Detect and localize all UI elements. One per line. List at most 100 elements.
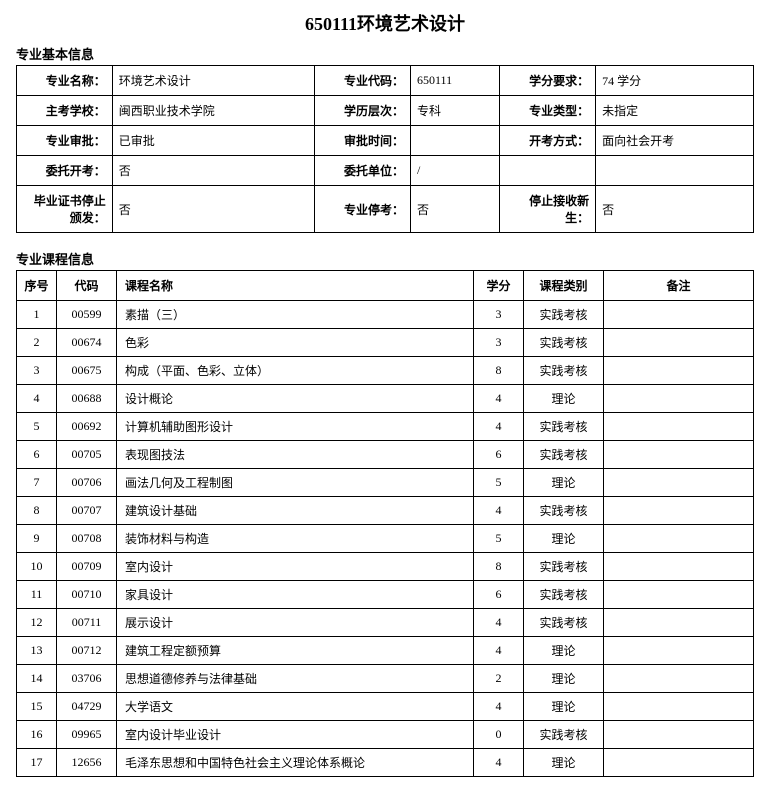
course-idx: 9 [17,525,57,553]
course-type: 实践考核 [524,497,604,525]
course-code: 00711 [57,609,117,637]
course-idx: 16 [17,721,57,749]
course-type: 理论 [524,665,604,693]
info-value [596,156,754,186]
info-value: 否 [112,186,314,233]
course-idx: 10 [17,553,57,581]
course-idx: 5 [17,413,57,441]
course-note [604,581,754,609]
course-type: 实践考核 [524,721,604,749]
course-note [604,693,754,721]
course-row: 1712656毛泽东思想和中国特色社会主义理论体系概论4理论 [17,749,754,777]
info-row: 委托开考：否委托单位：/ [17,156,754,186]
course-header-row: 序号代码课程名称学分课程类别备注 [17,271,754,301]
course-name: 展示设计 [117,609,474,637]
course-note [604,441,754,469]
course-note [604,301,754,329]
course-row: 1300712建筑工程定额预算4理论 [17,637,754,665]
course-code: 12656 [57,749,117,777]
course-type: 实践考核 [524,357,604,385]
course-idx: 7 [17,469,57,497]
course-idx: 8 [17,497,57,525]
course-credit: 6 [474,581,524,609]
course-idx: 12 [17,609,57,637]
course-note [604,721,754,749]
info-label: 专业代码： [315,66,411,96]
course-note [604,553,754,581]
course-type: 实践考核 [524,329,604,357]
course-idx: 3 [17,357,57,385]
course-row: 100599素描（三）3实践考核 [17,301,754,329]
page-title: 650111环境艺术设计 [16,10,754,36]
course-note [604,637,754,665]
course-idx: 13 [17,637,57,665]
course-note [604,609,754,637]
course-name: 素描（三） [117,301,474,329]
course-name: 室内设计毕业设计 [117,721,474,749]
course-code: 03706 [57,665,117,693]
course-note [604,665,754,693]
course-header: 学分 [474,271,524,301]
course-type: 理论 [524,525,604,553]
course-name: 思想道德修养与法律基础 [117,665,474,693]
course-row: 1000709室内设计8实践考核 [17,553,754,581]
course-name: 表现图技法 [117,441,474,469]
info-row: 毕业证书停止颁发：否专业停考：否停止接收新生：否 [17,186,754,233]
course-credit: 4 [474,749,524,777]
course-type: 实践考核 [524,301,604,329]
info-value: 650111 [411,66,500,96]
course-code: 00675 [57,357,117,385]
course-code: 00707 [57,497,117,525]
course-name: 装饰材料与构造 [117,525,474,553]
course-row: 800707建筑设计基础4实践考核 [17,497,754,525]
info-label [500,156,596,186]
course-type: 理论 [524,693,604,721]
info-value: 环境艺术设计 [112,66,314,96]
course-code: 00705 [57,441,117,469]
course-idx: 15 [17,693,57,721]
course-type: 实践考核 [524,553,604,581]
info-value: 74 学分 [596,66,754,96]
course-row: 1609965室内设计毕业设计0实践考核 [17,721,754,749]
info-label: 主考学校： [17,96,113,126]
course-credit: 4 [474,385,524,413]
course-name: 构成（平面、色彩、立体） [117,357,474,385]
course-note [604,357,754,385]
info-value: 专科 [411,96,500,126]
course-code: 00712 [57,637,117,665]
course-header: 序号 [17,271,57,301]
course-credit: 8 [474,357,524,385]
course-header: 代码 [57,271,117,301]
course-row: 400688设计概论4理论 [17,385,754,413]
course-note [604,385,754,413]
course-credit: 5 [474,469,524,497]
course-note [604,749,754,777]
info-row: 专业审批：已审批审批时间：开考方式：面向社会开考 [17,126,754,156]
info-value [411,126,500,156]
course-name: 建筑设计基础 [117,497,474,525]
course-name: 设计概论 [117,385,474,413]
course-row: 200674色彩3实践考核 [17,329,754,357]
course-credit: 2 [474,665,524,693]
info-label: 毕业证书停止颁发： [17,186,113,233]
course-table: 序号代码课程名称学分课程类别备注100599素描（三）3实践考核200674色彩… [16,270,754,777]
course-row: 500692计算机辅助图形设计4实践考核 [17,413,754,441]
info-value: 否 [411,186,500,233]
course-code: 00674 [57,329,117,357]
info-value: 已审批 [112,126,314,156]
course-idx: 14 [17,665,57,693]
course-row: 300675构成（平面、色彩、立体）8实践考核 [17,357,754,385]
course-credit: 4 [474,497,524,525]
course-idx: 2 [17,329,57,357]
course-credit: 4 [474,413,524,441]
course-name: 建筑工程定额预算 [117,637,474,665]
info-label: 委托单位： [315,156,411,186]
info-row: 主考学校：闽西职业技术学院学历层次：专科专业类型：未指定 [17,96,754,126]
course-idx: 6 [17,441,57,469]
course-code: 00688 [57,385,117,413]
course-name: 毛泽东思想和中国特色社会主义理论体系概论 [117,749,474,777]
course-note [604,525,754,553]
info-value: 面向社会开考 [596,126,754,156]
info-label: 专业停考： [315,186,411,233]
info-label: 专业类型： [500,96,596,126]
